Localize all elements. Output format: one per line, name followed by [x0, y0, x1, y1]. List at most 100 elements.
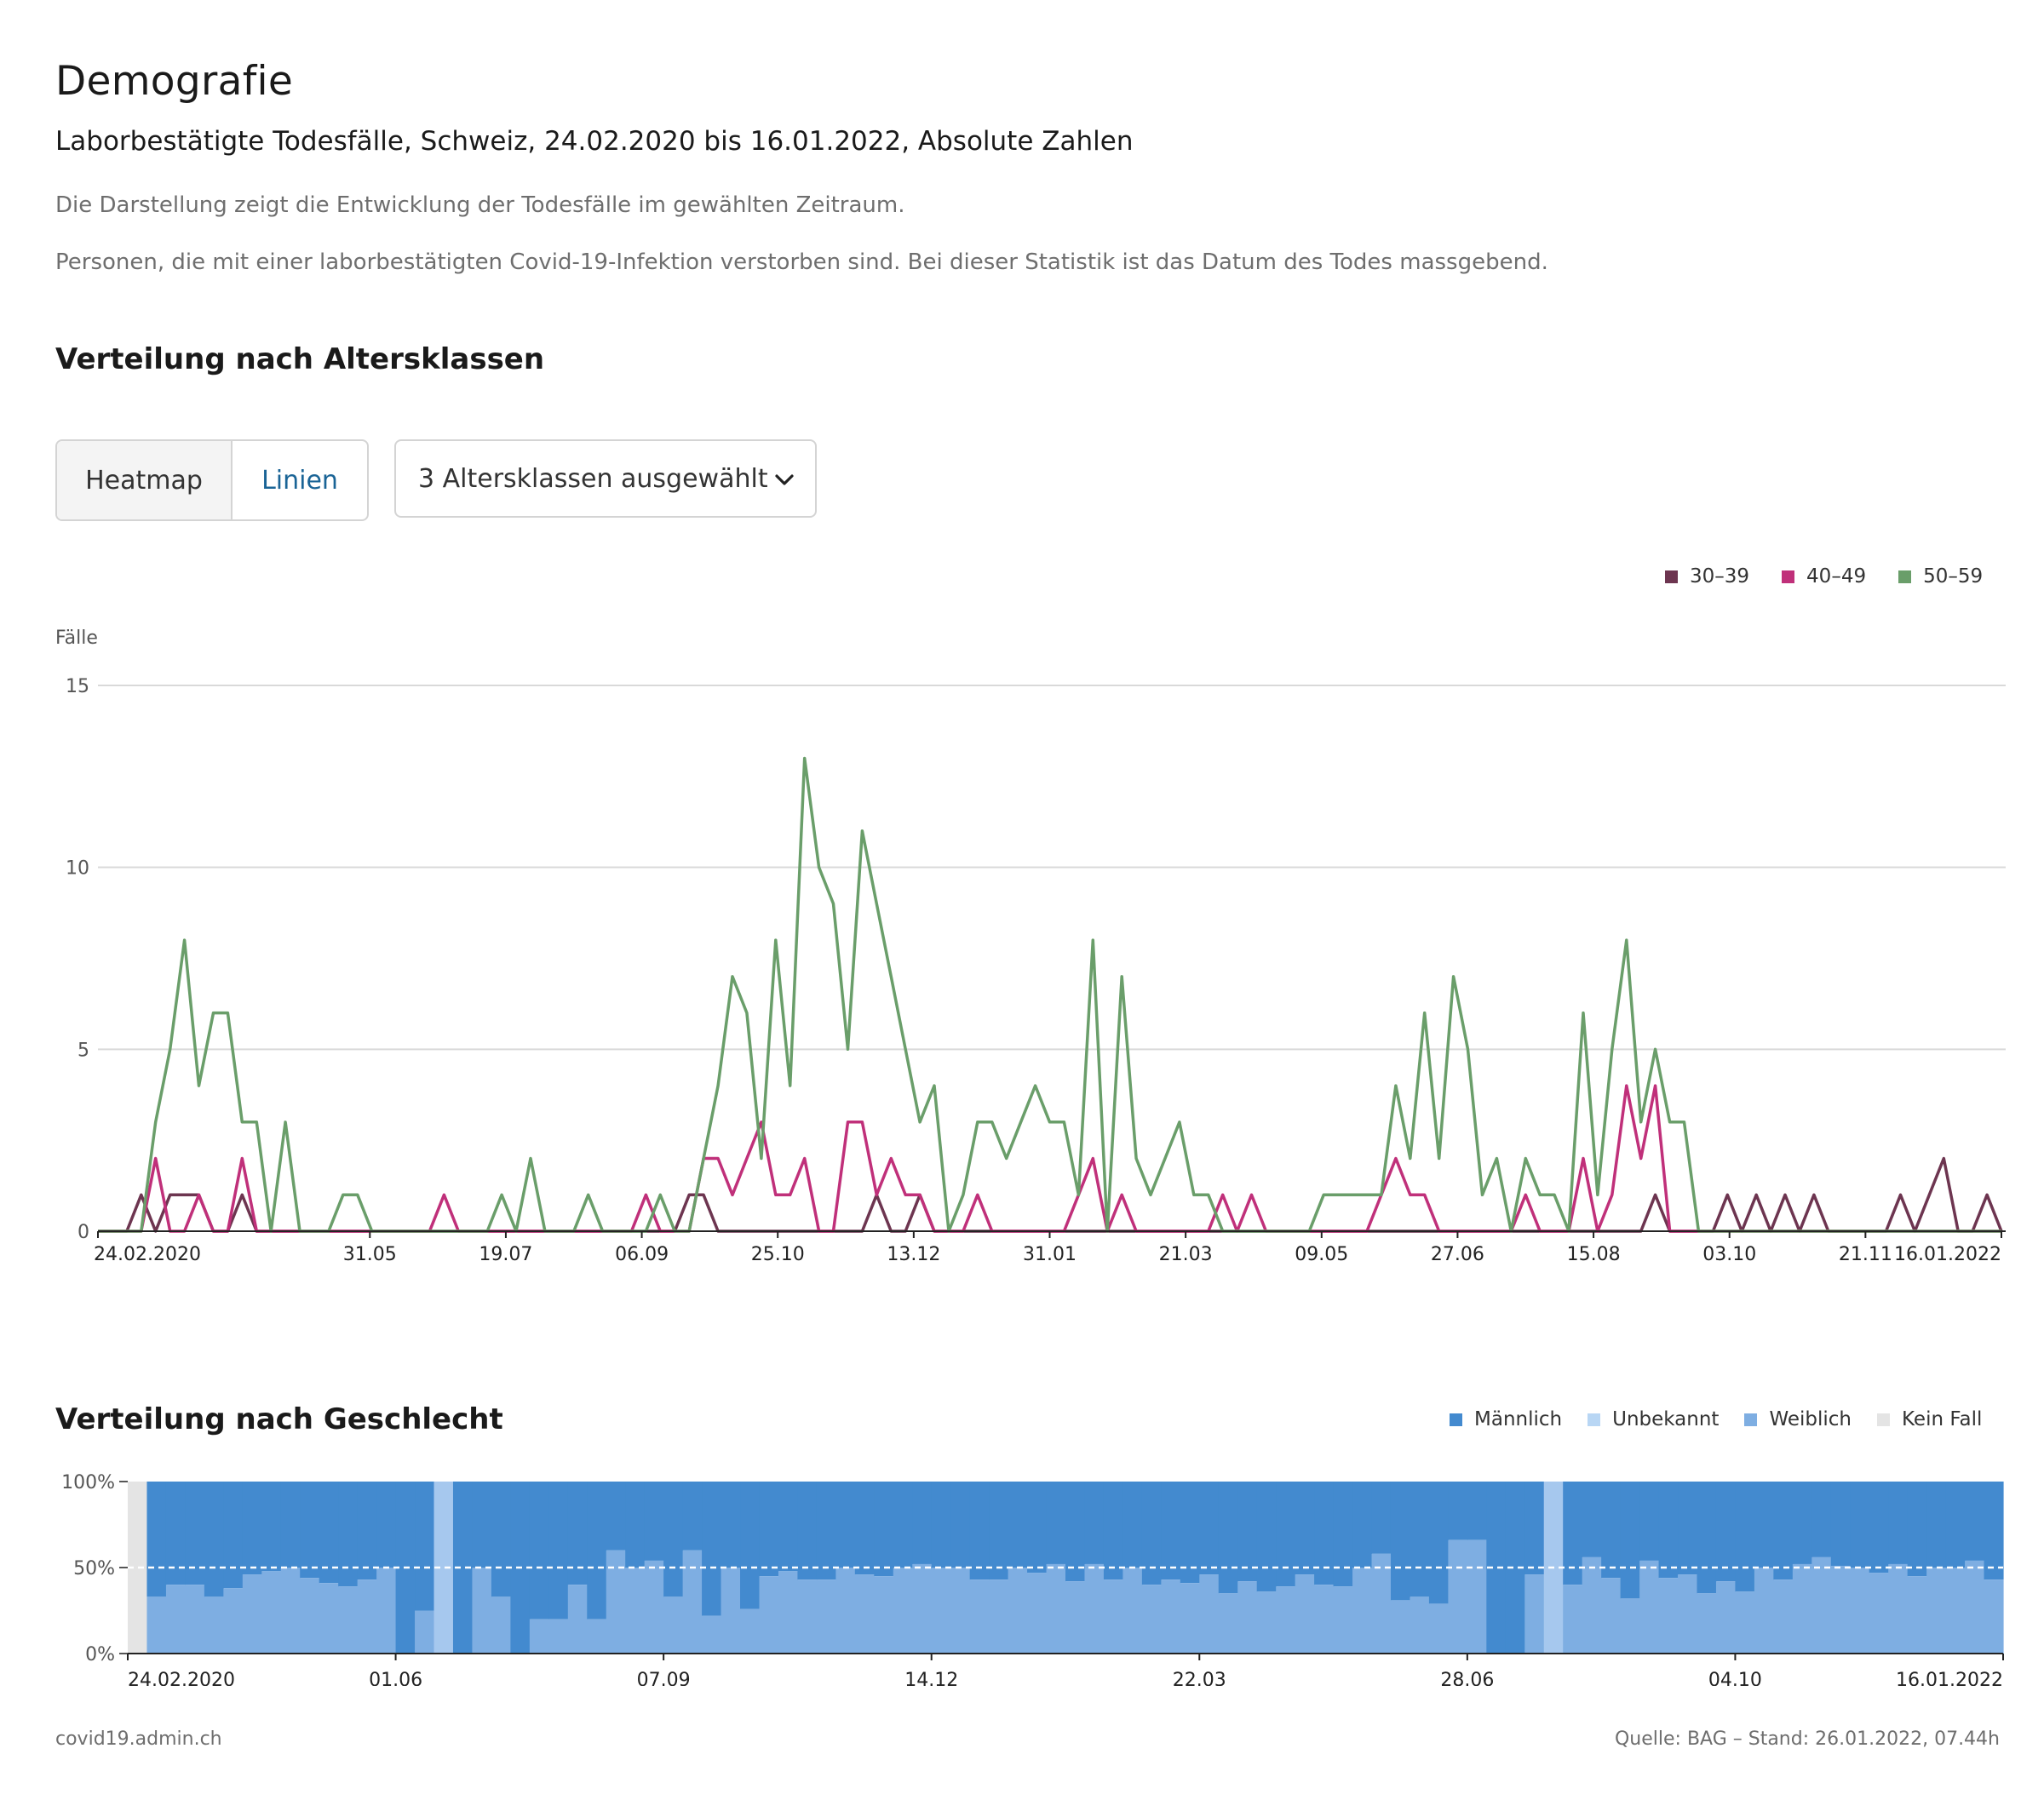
- bar-male: [682, 1482, 703, 1551]
- bar-male: [874, 1482, 894, 1577]
- page-title: Demografie: [55, 58, 294, 105]
- bar-female: [491, 1596, 511, 1654]
- bar-male: [280, 1482, 301, 1568]
- bar-male: [1792, 1482, 1812, 1564]
- bar-female: [1658, 1578, 1679, 1654]
- bar-female: [1428, 1603, 1449, 1654]
- bar-male: [969, 1482, 990, 1580]
- bar-male: [1965, 1482, 1985, 1561]
- legend-swatch-50-59: [1898, 570, 1912, 583]
- bar-male: [778, 1482, 799, 1572]
- legend-item-40-49: 40–49: [1782, 565, 1866, 588]
- bar-female: [1869, 1573, 1889, 1654]
- age-section-title: Verteilung nach Altersklassen: [55, 342, 545, 376]
- bar-female: [606, 1550, 626, 1654]
- bar-female: [1773, 1579, 1794, 1654]
- bar-female: [989, 1579, 1009, 1654]
- x-tick-label: 04.10: [1708, 1670, 1762, 1686]
- y-tick-label: 0: [78, 1222, 89, 1243]
- bar-male: [1945, 1482, 1966, 1568]
- bar-male: [1582, 1482, 1602, 1557]
- bar-female: [1563, 1585, 1583, 1654]
- bar-male: [1295, 1482, 1315, 1575]
- bar-male: [644, 1482, 664, 1561]
- bar-male: [165, 1482, 187, 1585]
- bar-male: [1103, 1482, 1124, 1580]
- bar-female: [912, 1563, 933, 1654]
- bar-male: [587, 1482, 607, 1619]
- bar-male: [1563, 1482, 1583, 1585]
- legend-swatch-30-39: [1665, 570, 1678, 583]
- bar-female: [1582, 1556, 1602, 1654]
- bar-male: [1639, 1482, 1660, 1561]
- footer-site[interactable]: covid19.admin.ch: [55, 1728, 222, 1750]
- bar-male: [1888, 1482, 1909, 1564]
- bar-female: [1008, 1568, 1028, 1654]
- legend-label-unbekannt: Unbekannt: [1612, 1408, 1720, 1430]
- bar-male: [1084, 1482, 1105, 1564]
- bar-male: [835, 1482, 856, 1568]
- bar-female: [1122, 1568, 1143, 1654]
- bar-female: [567, 1585, 588, 1654]
- bar-female: [1811, 1556, 1832, 1654]
- series-line-3039: [98, 1156, 2003, 1233]
- legend-swatch-40-49: [1782, 570, 1795, 583]
- bar-male: [567, 1482, 588, 1585]
- bar-female: [893, 1568, 913, 1654]
- bar-female: [702, 1615, 722, 1654]
- view-toggle: Heatmap Linien: [55, 439, 369, 521]
- bar-female: [1333, 1586, 1353, 1654]
- bar-female: [1448, 1539, 1468, 1654]
- chevron-down-icon: [775, 474, 794, 485]
- age-class-select[interactable]: 3 Altersklassen ausgewählt: [394, 439, 817, 518]
- bar-male: [300, 1482, 320, 1579]
- bar-male: [185, 1482, 205, 1585]
- y-tick-label: 10: [66, 858, 89, 880]
- legend-item-unbekannt: Unbekannt: [1588, 1408, 1719, 1430]
- bar-male: [1811, 1482, 1832, 1557]
- lines-toggle-button[interactable]: Linien: [261, 465, 338, 496]
- bar-male: [1371, 1482, 1392, 1554]
- heatmap-toggle-button[interactable]: Heatmap: [57, 441, 233, 519]
- bar-female: [1754, 1568, 1774, 1654]
- y-tick-label: 100%: [61, 1472, 115, 1493]
- x-tick-label: 03.10: [1702, 1244, 1756, 1265]
- bar-female: [1295, 1574, 1315, 1654]
- x-tick-label: 24.02.2020: [128, 1670, 235, 1686]
- bar-male: [452, 1482, 474, 1654]
- bar-male: [854, 1482, 875, 1575]
- bar-female: [682, 1550, 703, 1654]
- bar-male: [989, 1482, 1009, 1580]
- bar-male: [261, 1482, 282, 1572]
- bar-female: [1735, 1591, 1755, 1654]
- bar-male: [1850, 1482, 1870, 1568]
- y-tick-label: 0%: [85, 1644, 115, 1665]
- bar-male: [1926, 1482, 1947, 1568]
- y-tick-label: 50%: [73, 1558, 115, 1579]
- series-line-5059: [98, 756, 2001, 1233]
- bar-female: [1276, 1586, 1296, 1654]
- bar-male: [1735, 1482, 1755, 1592]
- bar-male: [1390, 1482, 1411, 1601]
- bar-female: [950, 1568, 971, 1654]
- bar-male: [759, 1482, 779, 1577]
- bar-male: [146, 1482, 167, 1597]
- bar-female: [1984, 1579, 2004, 1654]
- bar-female: [931, 1568, 951, 1654]
- footer-source: Quelle: BAG – Stand: 26.01.2022, 07.44h: [1614, 1728, 2000, 1750]
- bar-female: [415, 1610, 435, 1654]
- bar-male: [816, 1482, 836, 1580]
- y-axis-label: Fälle: [55, 628, 98, 649]
- bar-female: [1352, 1568, 1373, 1654]
- bar-female: [1792, 1563, 1812, 1654]
- bar-female: [663, 1596, 684, 1654]
- bar-female: [1027, 1573, 1048, 1654]
- bar-female: [1965, 1560, 1985, 1654]
- bar-female: [1907, 1576, 1927, 1654]
- legend-swatch-unbekannt: [1588, 1413, 1601, 1426]
- bar-male: [950, 1482, 971, 1568]
- bar-female: [1926, 1568, 1947, 1654]
- bar-male: [1180, 1482, 1200, 1584]
- bar-male: [1199, 1482, 1220, 1575]
- bar-female: [1218, 1593, 1238, 1654]
